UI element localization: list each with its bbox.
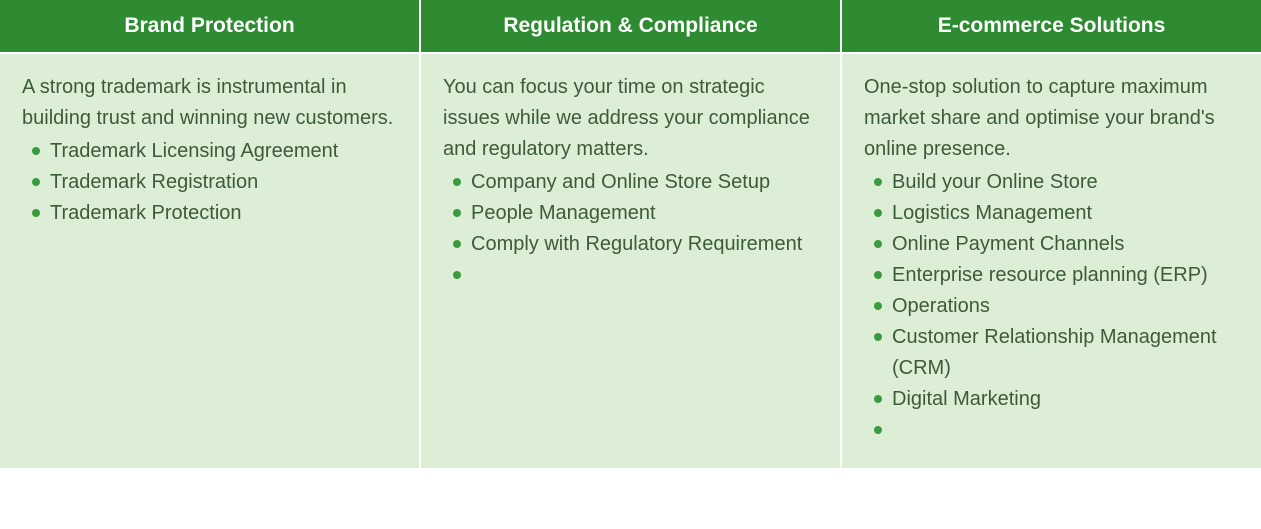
list-item: Build your Online Store xyxy=(892,167,1239,198)
column-header: Brand Protection xyxy=(0,0,419,52)
list-item: Company and Online Store Setup xyxy=(471,167,818,198)
column-list: Build your Online Store Logistics Manage… xyxy=(864,167,1239,446)
services-table: Brand Protection A strong trademark is i… xyxy=(0,0,1261,468)
column-regulation-compliance: Regulation & Compliance You can focus yo… xyxy=(421,0,840,468)
column-intro: You can focus your time on strategic iss… xyxy=(443,72,818,165)
list-item: People Management xyxy=(471,198,818,229)
list-item: Trademark Protection xyxy=(50,198,397,229)
list-item xyxy=(471,260,818,291)
list-item: Logistics Management xyxy=(892,198,1239,229)
list-item: Online Payment Channels xyxy=(892,229,1239,260)
list-item: Trademark Registration xyxy=(50,167,397,198)
list-item: Digital Marketing xyxy=(892,384,1239,415)
list-item: Operations xyxy=(892,291,1239,322)
list-item: Comply with Regulatory Requirement xyxy=(471,229,818,260)
list-item: Enterprise resource planning (ERP) xyxy=(892,260,1239,291)
list-item: Customer Relationship Management (CRM) xyxy=(892,322,1239,384)
column-header: E-commerce Solutions xyxy=(842,0,1261,52)
column-list: Company and Online Store Setup People Ma… xyxy=(443,167,818,291)
column-header: Regulation & Compliance xyxy=(421,0,840,52)
column-body: You can focus your time on strategic iss… xyxy=(421,52,840,468)
column-body: A strong trademark is instrumental in bu… xyxy=(0,52,419,468)
list-item xyxy=(892,415,1239,446)
column-list: Trademark Licensing Agreement Trademark … xyxy=(22,136,397,229)
list-item: Trademark Licensing Agreement xyxy=(50,136,397,167)
column-intro: A strong trademark is instrumental in bu… xyxy=(22,72,397,134)
column-ecommerce-solutions: E-commerce Solutions One-stop solution t… xyxy=(842,0,1261,468)
column-body: One-stop solution to capture maximum mar… xyxy=(842,52,1261,468)
column-brand-protection: Brand Protection A strong trademark is i… xyxy=(0,0,419,468)
column-intro: One-stop solution to capture maximum mar… xyxy=(864,72,1239,165)
